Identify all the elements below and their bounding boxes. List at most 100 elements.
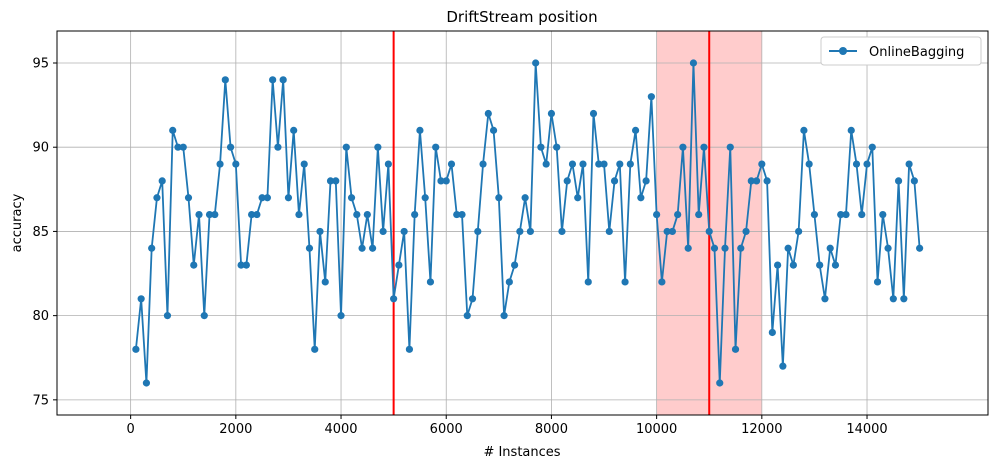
y-tick-label: 95 [32,57,49,72]
data-point [379,227,387,236]
data-point [400,227,408,236]
data-point [742,227,750,236]
data-point [805,160,813,168]
x-tick-label: 6000 [430,422,463,437]
data-point [442,177,450,185]
data-point [337,312,345,320]
data-point [363,210,371,219]
data-point [758,160,766,168]
data-point [179,143,187,151]
x-tick-label: 10000 [636,422,677,437]
data-point [784,244,792,252]
data-point [695,210,703,219]
data-point [226,143,235,151]
data-point [610,177,619,185]
data-point [837,210,845,219]
data-point [137,295,145,303]
data-point [563,177,571,185]
data-point [274,143,282,151]
data-point [426,278,435,286]
data-point [800,126,808,134]
data-point [705,227,713,236]
data-point [368,244,377,252]
data-point [521,194,529,202]
legend-label: OnlineBagging [869,45,964,60]
data-point [631,126,640,134]
data-point [884,244,892,252]
data-point [553,143,561,151]
data-point [605,227,613,236]
data-point [453,210,461,219]
data-point [879,210,887,219]
data-point [668,227,677,236]
data-point [710,244,719,252]
data-point [747,177,755,185]
data-point [831,261,840,269]
chart-title: DriftStream position [446,8,597,26]
data-point [174,143,182,151]
data-point [332,177,340,185]
data-point [537,143,545,151]
data-point [463,312,471,320]
data-point [910,177,918,185]
data-point [232,160,240,168]
x-tick-label: 14000 [846,422,887,437]
y-ticks: 75 80 85 90 95 [32,57,57,408]
y-tick-label: 80 [32,309,49,324]
data-point [153,194,161,202]
data-point [626,160,634,168]
data-point [616,160,624,168]
data-point [905,160,913,168]
data-point [484,109,492,118]
data-point [242,261,250,269]
data-point [169,126,177,134]
data-point [290,126,298,134]
data-point [342,143,350,151]
data-point [916,244,924,252]
data-point [148,244,156,252]
data-point [842,210,850,219]
data-point [647,93,655,101]
data-point [216,160,224,168]
data-point [584,278,592,286]
data-point [795,227,803,236]
data-point [468,295,477,303]
data-point [447,160,456,168]
data-point [826,244,834,252]
x-tick-label: 8000 [535,422,568,437]
series-layer [132,59,924,387]
data-point [432,143,440,151]
data-point [663,227,671,236]
data-point [737,244,745,252]
data-point [516,227,524,236]
data-point [768,328,776,337]
data-point [253,210,261,219]
data-point [847,126,855,134]
y-tick-label: 75 [32,393,49,408]
data-point [358,244,366,252]
data-point [774,261,782,269]
data-point [279,76,287,84]
data-point [200,312,208,320]
data-point [195,210,203,219]
data-point [600,160,608,168]
data-point [863,160,871,168]
data-point [816,261,824,269]
data-point [374,143,382,151]
data-point [674,210,682,219]
data-point [384,160,392,168]
data-point [568,160,577,168]
data-point [642,177,650,185]
legend-marker [839,47,847,55]
data-point [284,194,293,202]
x-tick-label: 12000 [741,422,782,437]
data-point [295,210,303,219]
data-point [689,59,698,67]
data-point [595,160,603,168]
data-point [852,160,861,168]
data-point [684,244,692,252]
data-point [458,210,466,219]
data-point [574,194,582,202]
y-axis-label: accuracy [10,193,25,252]
data-point [263,194,271,202]
